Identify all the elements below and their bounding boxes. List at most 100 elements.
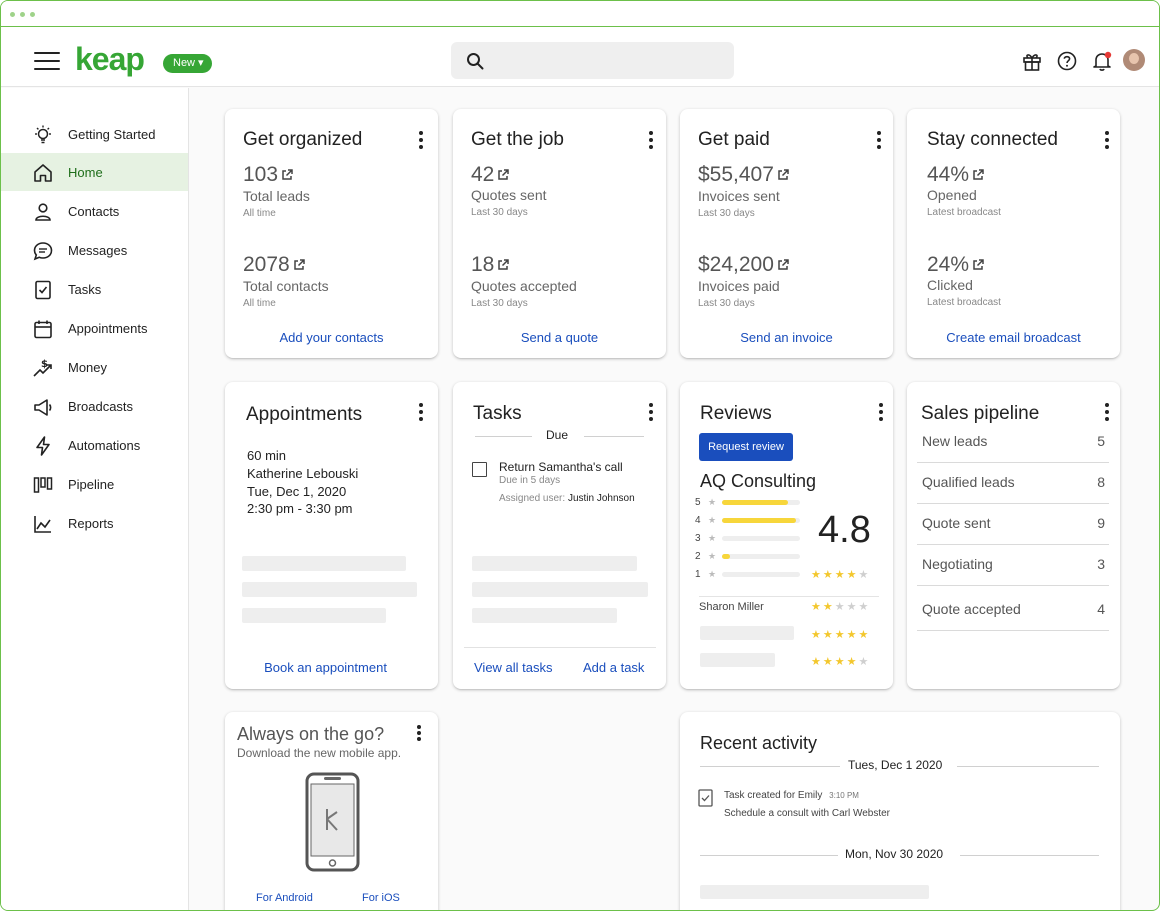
- more-options-icon[interactable]: [649, 131, 653, 149]
- sidebar-item-messages[interactable]: Messages: [1, 231, 188, 269]
- sidebar: Getting Started Home Contacts Messages T…: [1, 88, 189, 910]
- send-quote-link[interactable]: Send a quote: [520, 330, 599, 345]
- user-avatar[interactable]: [1123, 49, 1145, 71]
- review-star-rating: ★★★★★: [811, 628, 870, 641]
- card-title: Recent activity: [700, 733, 818, 753]
- sidebar-item-pipeline[interactable]: Pipeline: [1, 465, 188, 503]
- window-chrome: [1, 1, 1159, 27]
- more-options-icon[interactable]: [1105, 403, 1109, 421]
- external-link-icon: [498, 259, 510, 271]
- activity-item-description[interactable]: Schedule a consult with Carl Webster: [724, 808, 891, 819]
- metric-label: Total leads: [243, 188, 310, 204]
- rating-bar: [722, 554, 800, 559]
- create-email-broadcast-link[interactable]: Create email broadcast: [946, 330, 1081, 345]
- more-options-icon[interactable]: [417, 725, 421, 743]
- rating-bar: [722, 572, 800, 577]
- request-review-button[interactable]: Request review: [699, 433, 793, 461]
- due-section-header: Due: [546, 428, 569, 442]
- sidebar-item-broadcasts[interactable]: Broadcasts: [1, 387, 188, 425]
- metric-label: Quotes accepted: [471, 278, 577, 294]
- add-task-link[interactable]: Add a task: [583, 660, 645, 675]
- phone-illustration-icon: [305, 772, 360, 872]
- more-options-icon[interactable]: [649, 403, 653, 421]
- star-icon: ★: [858, 601, 871, 613]
- more-options-icon[interactable]: [419, 131, 423, 149]
- rating-bar-fill: [722, 518, 796, 523]
- tasks-card: Tasks Due Return Samantha's call Due in …: [453, 382, 666, 689]
- hamburger-menu-icon[interactable]: [34, 52, 60, 70]
- more-options-icon[interactable]: [419, 403, 423, 421]
- sidebar-item-label: Broadcasts: [68, 399, 134, 414]
- rating-level-label: 1: [695, 569, 701, 580]
- sidebar-item-appointments[interactable]: Appointments: [1, 309, 188, 347]
- star-icon: ★: [846, 601, 859, 613]
- external-link-icon: [778, 259, 789, 271]
- pipeline-stage-row[interactable]: New leads 5: [917, 422, 1109, 463]
- more-options-icon[interactable]: [879, 403, 883, 421]
- star-icon: ★: [846, 569, 859, 581]
- gift-icon[interactable]: [1021, 50, 1043, 72]
- add-contacts-link[interactable]: Add your contacts: [279, 330, 384, 345]
- task-checklist-icon: [698, 789, 713, 807]
- rating-level-label: 4: [695, 515, 701, 526]
- view-all-tasks-link[interactable]: View all tasks: [474, 660, 553, 675]
- ios-download-link[interactable]: For iOS: [362, 892, 400, 904]
- metric-period: Latest broadcast: [927, 297, 1001, 308]
- metric-label: Opened: [927, 187, 977, 203]
- quotes-accepted-link[interactable]: 18: [471, 253, 510, 277]
- keap-logo[interactable]: keap: [75, 41, 145, 77]
- send-invoice-link[interactable]: Send an invoice: [740, 330, 833, 345]
- pipeline-stage-row[interactable]: Qualified leads 8: [917, 463, 1109, 504]
- more-options-icon[interactable]: [877, 131, 881, 149]
- search-input[interactable]: [451, 42, 734, 79]
- sidebar-item-getting-started[interactable]: Getting Started: [1, 115, 188, 153]
- card-title: Sales pipeline: [921, 403, 1040, 424]
- total-leads-link[interactable]: 103: [243, 163, 294, 187]
- appointment-time: 2:30 pm - 3:30 pm: [247, 501, 353, 516]
- sidebar-item-home[interactable]: Home: [1, 153, 188, 191]
- person-icon: [35, 203, 51, 221]
- window-dot: [30, 12, 35, 17]
- divider: [700, 766, 840, 767]
- rating-level-label: 2: [695, 551, 701, 562]
- sidebar-item-money[interactable]: $ Money: [1, 348, 188, 386]
- opened-rate-link[interactable]: 44%: [927, 163, 985, 187]
- sidebar-item-reports[interactable]: Reports: [1, 504, 188, 542]
- metric-period: All time: [243, 208, 276, 219]
- star-icon: ★: [858, 569, 871, 581]
- more-options-icon[interactable]: [1105, 131, 1109, 149]
- skeleton-line: [700, 626, 794, 640]
- invoices-sent-link[interactable]: $55,407: [698, 163, 790, 187]
- sales-pipeline-card: Sales pipeline: [907, 382, 1120, 689]
- pipeline-stage-row[interactable]: Quote accepted 4: [917, 590, 1109, 631]
- help-icon[interactable]: [1056, 50, 1078, 72]
- sidebar-item-tasks[interactable]: Tasks: [1, 270, 188, 308]
- rating-bar-fill: [722, 554, 730, 559]
- total-contacts-link[interactable]: 2078: [243, 253, 306, 277]
- task-checkbox[interactable]: [472, 462, 487, 477]
- sidebar-item-automations[interactable]: Automations: [1, 426, 188, 464]
- pipeline-stage-row[interactable]: Negotiating 3: [917, 545, 1109, 586]
- quotes-sent-link[interactable]: 42: [471, 163, 510, 187]
- home-icon: [34, 164, 52, 182]
- appointments-card: Appointments 60 min Katherine Lebouski T…: [225, 382, 438, 689]
- external-link-icon: [498, 169, 510, 181]
- rating-bar: [722, 536, 800, 541]
- star-icon: ★: [822, 656, 835, 668]
- clicked-rate-link[interactable]: 24%: [927, 253, 985, 277]
- task-title[interactable]: Return Samantha's call: [499, 460, 623, 474]
- star-icon: ★: [834, 656, 847, 668]
- pipeline-stage-row[interactable]: Quote sent 9: [917, 504, 1109, 545]
- book-appointment-link[interactable]: Book an appointment: [264, 660, 387, 675]
- invoices-paid-link[interactable]: $24,200: [698, 253, 790, 277]
- star-icon: ★: [822, 601, 835, 613]
- average-rating: 4.8: [818, 509, 871, 551]
- sidebar-item-label: Money: [68, 360, 108, 375]
- divider: [700, 855, 838, 856]
- sidebar-item-contacts[interactable]: Contacts: [1, 192, 188, 230]
- new-button[interactable]: New ▾: [163, 54, 212, 73]
- notification-bell-icon[interactable]: [1091, 50, 1113, 72]
- megaphone-icon: [34, 399, 52, 416]
- android-download-link[interactable]: For Android: [256, 892, 313, 904]
